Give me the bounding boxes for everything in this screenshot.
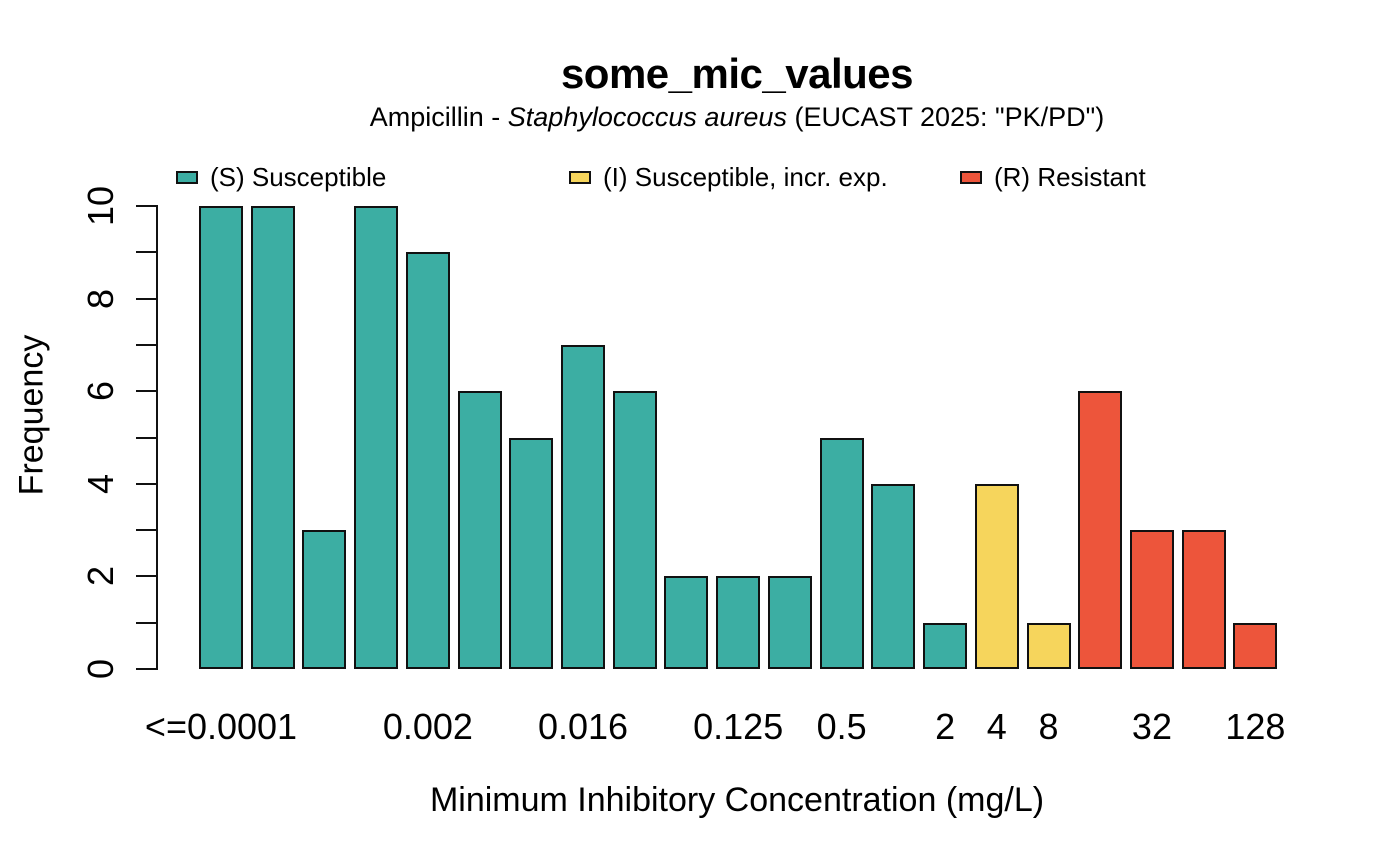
- x-tick-label: 8: [1038, 706, 1059, 747]
- y-axis-tick: [136, 436, 156, 439]
- y-tick-label: 4: [80, 473, 121, 494]
- y-axis-tick: [136, 482, 156, 485]
- legend-label-susceptible-incr-exp: (I) Susceptible, incr. exp.: [603, 161, 888, 192]
- x-tick-label: 0.5: [816, 706, 867, 747]
- y-axis-title: Frequency: [12, 334, 51, 496]
- y-axis-tick: [136, 529, 156, 532]
- bar-s-11: [716, 576, 761, 669]
- x-axis-title: Minimum Inhibitory Concentration (mg/L): [429, 781, 1045, 819]
- bar-r-18: [1078, 391, 1123, 669]
- bar-r-21: [1233, 622, 1278, 669]
- bar-r-20: [1181, 530, 1226, 669]
- bar-s-12: [767, 576, 812, 669]
- y-axis-tick: [136, 343, 156, 346]
- chart-subtitle: Ampicillin - Staphylococcus aureus (EUCA…: [74, 102, 1400, 133]
- x-tick-label: 2: [935, 706, 956, 747]
- y-tick-label: 6: [80, 381, 121, 402]
- y-axis-tick: [136, 621, 156, 624]
- legend-label-resistant: (R) Resistant: [994, 161, 1146, 192]
- y-axis-tick: [136, 575, 156, 578]
- bar-s-2: [250, 206, 295, 669]
- susceptible-swatch-icon: [176, 170, 198, 184]
- bar-s-10: [664, 576, 709, 669]
- susceptible-incr-exp-swatch-icon: [569, 170, 591, 184]
- bar-s-4: [354, 206, 399, 669]
- y-tick-label: 10: [80, 185, 121, 227]
- y-tick-label: 8: [80, 288, 121, 309]
- bar-i-17: [1026, 622, 1071, 669]
- subtitle-species-name: Staphylococcus aureus: [507, 102, 787, 132]
- bar-s-13: [819, 437, 864, 669]
- y-axis-tick: [136, 668, 156, 670]
- legend-label-susceptible: (S) Susceptible: [210, 161, 387, 192]
- x-tick-label: 32: [1131, 706, 1172, 747]
- chart-title: some_mic_values: [560, 50, 914, 97]
- y-tick-label: 0: [80, 658, 121, 680]
- y-axis-tick: [136, 297, 156, 300]
- resistant-swatch-icon: [960, 170, 982, 184]
- bar-s-15: [923, 622, 968, 669]
- bar-r-19: [1129, 530, 1174, 669]
- y-axis-line: [156, 205, 158, 670]
- bar-i-16: [974, 483, 1019, 669]
- bar-s-5: [405, 252, 450, 669]
- subtitle-prefix: Ampicillin -: [369, 102, 508, 132]
- x-tick-label: 0.016: [537, 706, 629, 747]
- y-axis-tick: [136, 251, 156, 254]
- bar-s-3: [302, 530, 347, 669]
- bar-s-8: [561, 344, 606, 669]
- legend-item-resistant: (R) Resistant: [960, 161, 1146, 193]
- x-tick-label: 0.002: [382, 706, 473, 747]
- x-tick-label: <=0.0001: [144, 706, 298, 747]
- bar-s-9: [612, 391, 657, 669]
- x-tick-label: 0.125: [693, 706, 784, 747]
- bar-s-1: [199, 206, 243, 669]
- x-tick-label: 128: [1225, 706, 1286, 747]
- y-tick-label: 2: [80, 566, 121, 587]
- subtitle-suffix: (EUCAST 2025: "PK/PD"): [786, 102, 1105, 132]
- legend-item-susceptible: (S) Susceptible: [176, 161, 386, 193]
- bar-s-14: [871, 483, 916, 669]
- y-axis-tick: [136, 205, 156, 207]
- legend-item-susceptible-incr-exp: (I) Susceptible, incr. exp.: [569, 161, 888, 193]
- bar-s-7: [509, 437, 554, 669]
- x-tick-label: 4: [986, 706, 1007, 747]
- y-axis-tick: [136, 390, 156, 393]
- bar-s-6: [457, 391, 502, 669]
